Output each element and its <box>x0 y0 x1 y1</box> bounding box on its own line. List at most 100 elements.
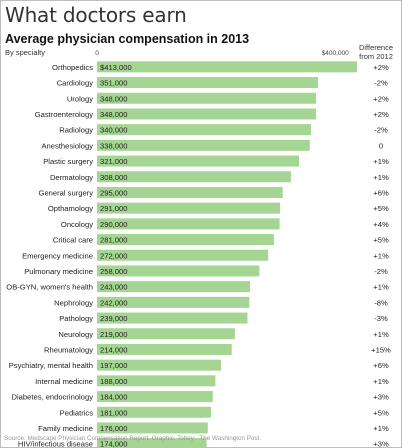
bar <box>97 202 281 214</box>
chart-subtitle: Average physician compensation in 2013 <box>5 32 250 46</box>
category-label: Cardiology <box>57 79 94 88</box>
value-label: 174,000 <box>100 440 127 448</box>
difference-label: +6% <box>373 188 389 197</box>
difference-label: +1% <box>373 283 389 292</box>
category-label: Opthamology <box>48 204 93 213</box>
difference-label: +3% <box>373 440 389 448</box>
category-label: Pathology <box>59 314 93 323</box>
difference-label: +2% <box>373 110 389 119</box>
bar <box>97 343 232 355</box>
category-label: Nephrology <box>54 298 93 307</box>
difference-label: +3% <box>373 393 389 402</box>
category-label: Family medicine <box>38 424 93 433</box>
difference-label: 0 <box>379 141 383 150</box>
bar <box>97 61 357 73</box>
difference-label: +4% <box>373 220 389 229</box>
bar <box>97 124 312 136</box>
bar <box>97 328 235 340</box>
bar <box>97 406 211 418</box>
category-label: Psychiatry, mental health <box>9 361 93 370</box>
category-label: Emergency medicine <box>22 251 93 260</box>
difference-label: +1% <box>373 157 389 166</box>
bar <box>97 155 300 167</box>
value-label: 188,000 <box>100 377 127 386</box>
category-label: Dermatology <box>50 173 93 182</box>
difference-label: -3% <box>374 314 388 323</box>
value-label: 176,000 <box>100 424 127 433</box>
value-label: 321,000 <box>100 157 127 166</box>
category-label: OB-GYN, women's health <box>6 283 93 292</box>
bar <box>97 438 207 448</box>
value-label: 340,000 <box>100 126 127 135</box>
category-label: Internal medicine <box>35 377 93 386</box>
category-label: Oncology <box>61 220 93 229</box>
bar <box>97 92 317 104</box>
bar <box>97 218 280 230</box>
category-label: General surgery <box>39 188 94 197</box>
bar <box>97 391 213 403</box>
bar <box>97 312 248 324</box>
value-label: 184,000 <box>100 393 127 402</box>
difference-label: +5% <box>373 408 389 417</box>
x-tick-label: 0 <box>95 50 99 57</box>
bar <box>97 375 216 387</box>
difference-label: +1% <box>373 424 389 433</box>
category-label: Critical care <box>53 236 93 245</box>
difference-label: +5% <box>373 236 389 245</box>
difference-label: +1% <box>373 251 389 260</box>
bar <box>97 186 283 198</box>
category-label: Pediatrics <box>60 408 94 417</box>
bar <box>97 422 208 434</box>
value-label: 258,000 <box>100 267 127 276</box>
difference-label: +2% <box>373 94 389 103</box>
category-label: Rheumatology <box>44 345 93 354</box>
difference-column-header: Difference from 2012 <box>358 43 394 61</box>
by-specialty-label: By specialty <box>5 48 46 57</box>
value-label: 348,000 <box>100 94 127 103</box>
value-label: 338,000 <box>100 141 127 150</box>
difference-label: +1% <box>373 330 389 339</box>
value-label: 243,000 <box>100 283 127 292</box>
value-label: 239,000 <box>100 314 127 323</box>
difference-label: +1% <box>373 173 389 182</box>
source-note: Source: Medscape Physician Compensation … <box>4 435 262 442</box>
value-label: 295,000 <box>100 188 127 197</box>
value-label: 272,000 <box>100 251 127 260</box>
value-label: 214,000 <box>100 345 127 354</box>
value-label: 308,000 <box>100 173 127 182</box>
category-label: Urology <box>67 94 93 103</box>
value-label: 219,000 <box>100 330 127 339</box>
category-label: Pulmonary medicine <box>24 267 93 276</box>
value-label: 281,000 <box>100 236 127 245</box>
bar <box>97 108 317 120</box>
value-label: 291,000 <box>100 204 127 213</box>
value-label: $413,000 <box>100 63 132 72</box>
category-label: Radiology <box>59 126 93 135</box>
page-title: What doctors earn <box>5 3 187 27</box>
bar <box>97 296 250 308</box>
difference-label: -2% <box>374 126 388 135</box>
difference-label: +5% <box>373 204 389 213</box>
difference-label: -2% <box>374 79 388 88</box>
difference-label: -2% <box>374 267 388 276</box>
x-tick-label: $400,000 <box>322 50 349 57</box>
category-label: Diabetes, endocrinology <box>12 393 94 402</box>
category-label: Orthopedics <box>52 63 93 72</box>
category-label: Plastic surgery <box>43 157 93 166</box>
bar <box>97 139 310 151</box>
value-label: 197,000 <box>100 361 127 370</box>
difference-label: +2% <box>373 63 389 72</box>
category-label: Anesthesiology <box>41 141 93 150</box>
bar <box>97 234 274 246</box>
value-label: 290,000 <box>100 220 127 229</box>
category-label: Gastroenterology <box>35 110 93 119</box>
category-label: Neurology <box>58 330 93 339</box>
difference-label: +1% <box>373 377 389 386</box>
bar <box>97 249 269 261</box>
bar <box>97 359 222 371</box>
bar <box>97 281 250 293</box>
difference-label: -8% <box>374 298 388 307</box>
category-label: HIV/infectious disease <box>18 440 93 448</box>
value-label: 348,000 <box>100 110 127 119</box>
